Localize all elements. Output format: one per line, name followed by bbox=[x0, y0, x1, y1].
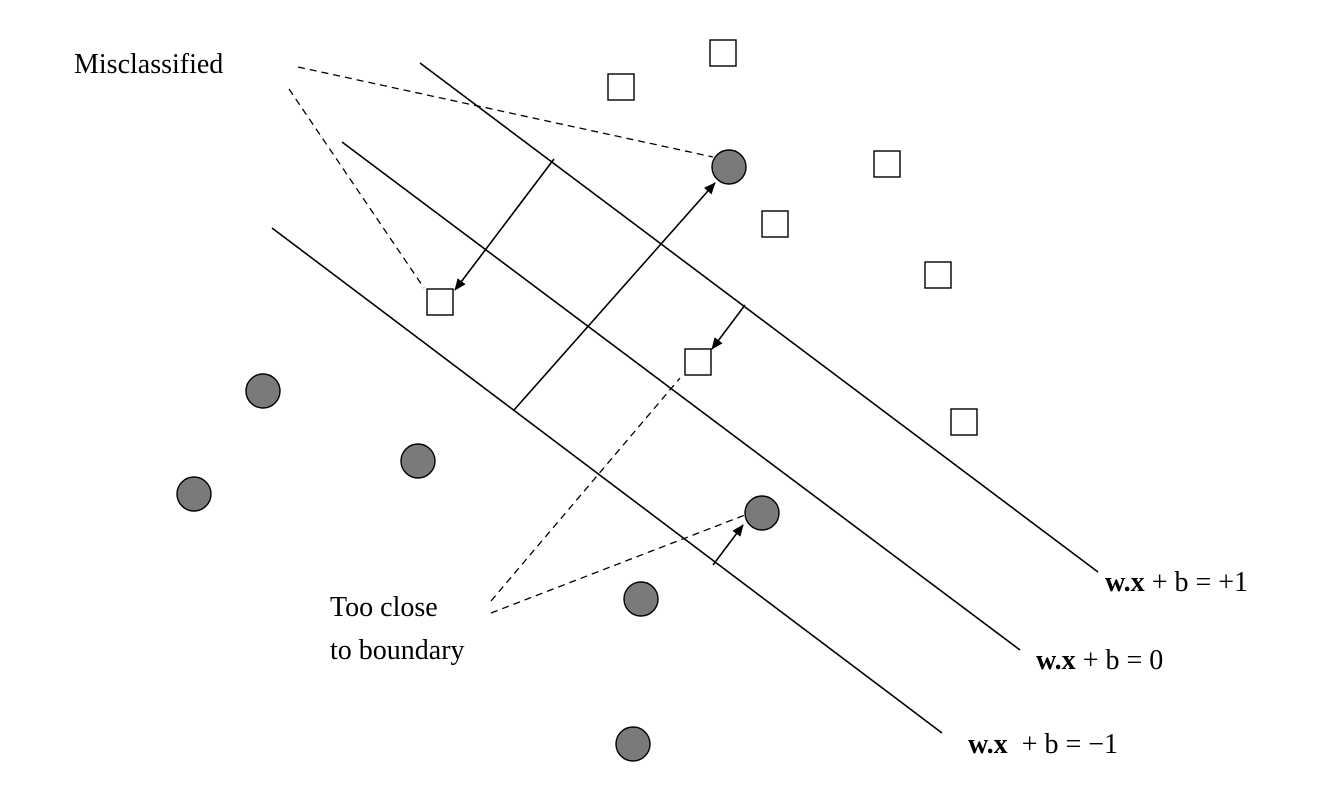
equation-minus-one: w.x + b = −1 bbox=[968, 729, 1118, 760]
square-icon bbox=[761, 210, 789, 238]
close-square-icon bbox=[684, 348, 712, 376]
close-circle-arrow bbox=[712, 524, 744, 566]
too-close-pointer-circle bbox=[490, 514, 746, 614]
circle-icon bbox=[623, 581, 659, 617]
square-icon bbox=[607, 73, 635, 101]
circle-icon bbox=[615, 726, 651, 762]
square-icon bbox=[873, 150, 901, 178]
close-square-arrow bbox=[711, 304, 746, 350]
too-close-label-line1: Too close bbox=[330, 592, 438, 623]
misclassified-circle-icon bbox=[711, 149, 747, 185]
square-icon bbox=[709, 39, 737, 67]
circle-icon bbox=[400, 443, 436, 479]
misclassified-label: Misclassified bbox=[74, 49, 223, 80]
margin-line-minus-one bbox=[271, 227, 943, 734]
decision-boundary-line bbox=[341, 141, 1021, 651]
square-icon bbox=[950, 408, 978, 436]
circle-icon bbox=[245, 373, 281, 409]
too-close-pointer-square bbox=[490, 377, 681, 602]
misclassified-pointer-square bbox=[288, 88, 425, 289]
misclassified-pointer-circle bbox=[297, 66, 714, 158]
too-close-label-line2: to boundary bbox=[330, 635, 465, 666]
equation-plus-one: w.x + b = +1 bbox=[1105, 567, 1248, 598]
margin-line-plus-one bbox=[419, 62, 1099, 573]
equation-zero: w.x + b = 0 bbox=[1036, 645, 1163, 676]
square-icon bbox=[924, 261, 952, 289]
circle-icon bbox=[176, 476, 212, 512]
close-circle-icon bbox=[744, 495, 780, 531]
margin-width-arrow bbox=[513, 182, 716, 411]
misclassified-square-arrow bbox=[454, 158, 555, 291]
misclassified-square-icon bbox=[426, 288, 454, 316]
